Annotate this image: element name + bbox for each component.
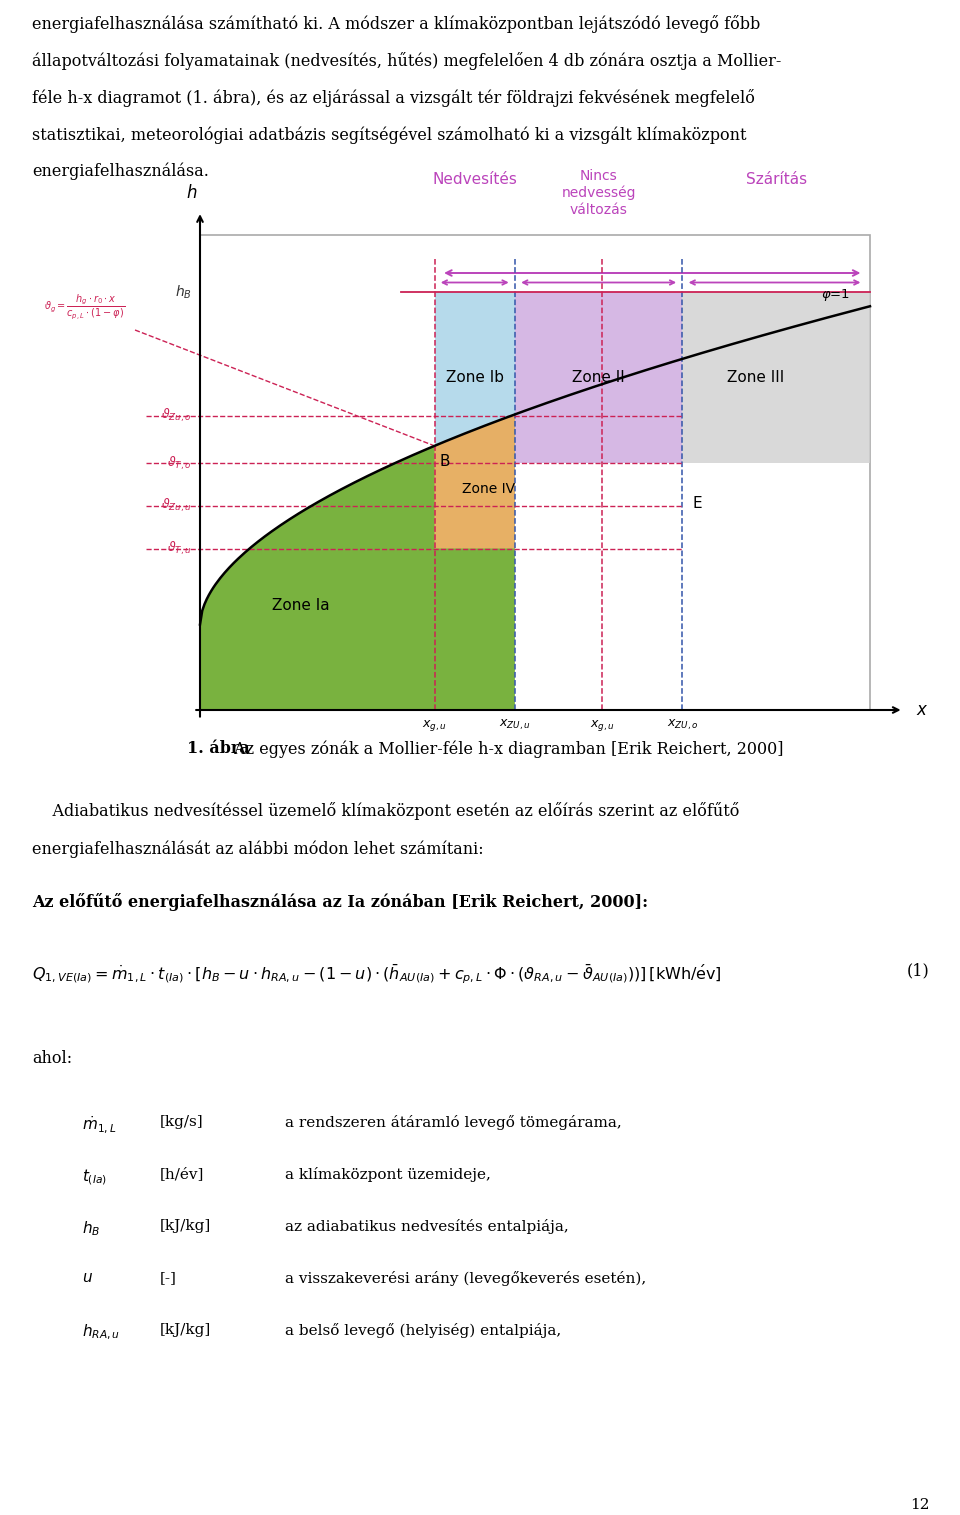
Text: 12: 12 [910,1498,930,1512]
Bar [515,292,683,464]
Text: a rendszeren átáramló levegő tömegárama,: a rendszeren átáramló levegő tömegárama, [285,1115,622,1130]
Text: h: h [186,183,197,201]
Bar [683,292,870,464]
Text: B: B [440,454,450,468]
Text: $x_{ZU,o}$: $x_{ZU,o}$ [666,718,698,732]
Text: $x_{ZU,u}$: $x_{ZU,u}$ [499,718,531,732]
Text: [kg/s]: [kg/s] [160,1115,204,1129]
Text: Adiabatikus nedvesítéssel üzemelő klímaközpont esetén az előírás szerint az előf: Adiabatikus nedvesítéssel üzemelő klímak… [32,801,739,820]
Text: [kJ/kg]: [kJ/kg] [160,1220,211,1233]
Text: Zone Ia: Zone Ia [272,598,329,614]
Text: energiafelhasználását az alábbi módon lehet számítani:: energiafelhasználását az alábbi módon le… [32,839,484,857]
Text: ahol:: ahol: [32,1050,72,1067]
Text: [h/év]: [h/év] [160,1167,204,1182]
Text: Zone Ib: Zone Ib [445,370,504,385]
Text: $x_{g,u}$: $x_{g,u}$ [589,718,614,733]
Text: $Q_{1,VE(Ia)} = \dot{m}_{1,L} \cdot t_{(Ia)} \cdot [h_B - u \cdot h_{RA,u} - (1-: $Q_{1,VE(Ia)} = \dot{m}_{1,L} \cdot t_{(… [32,962,722,986]
Text: Az előfűtő energiafelhasználása az Ia zónában [Erik Reichert, 2000]:: Az előfűtő energiafelhasználása az Ia zó… [32,892,648,911]
Text: $x_{g,u}$: $x_{g,u}$ [422,718,447,733]
Text: 1. ábra: 1. ábra [187,739,250,758]
Text: energiafelhasználása.: energiafelhasználása. [32,164,209,180]
Text: (1): (1) [907,962,930,979]
Text: Nincs
nedvesség
változás: Nincs nedvesség változás [562,170,636,217]
Text: $h_{RA,u}$: $h_{RA,u}$ [82,1323,120,1342]
Text: a klímaközpont üzemideje,: a klímaközpont üzemideje, [285,1167,491,1182]
Text: $h_B$: $h_B$ [82,1220,100,1238]
Text: féle h-x diagramot (1. ábra), és az eljárással a vizsgált tér földrajzi fekvésén: féle h-x diagramot (1. ábra), és az eljá… [32,89,755,108]
Polygon shape [200,415,515,711]
Text: Zone IV: Zone IV [462,482,515,495]
Text: az adiabatikus nedvesítés entalpiája,: az adiabatikus nedvesítés entalpiája, [285,1220,568,1235]
Bar [200,235,870,711]
Text: $\varphi$=1: $\varphi$=1 [821,288,850,303]
Text: $u$: $u$ [82,1271,93,1285]
Text: $\vartheta_{Zu,u}$: $\vartheta_{Zu,u}$ [161,497,192,515]
Bar [435,292,515,464]
Text: a belső levegő (helyiség) entalpiája,: a belső levegő (helyiség) entalpiája, [285,1323,562,1338]
Text: a visszakeverési arány (levegőkeverés esetén),: a visszakeverési arány (levegőkeverés es… [285,1271,646,1286]
Text: Zone III: Zone III [728,370,784,385]
Polygon shape [435,415,515,548]
Text: $\vartheta_{Zu,o}$: $\vartheta_{Zu,o}$ [161,408,192,424]
Text: $\vartheta_{T,o}$: $\vartheta_{T,o}$ [167,454,192,471]
Text: Zone II: Zone II [572,370,625,385]
Text: Nedvesítés: Nedvesítés [432,173,517,188]
Text: statisztikai, meteorológiai adatbázis segítségével számolható ki a vizsgált klím: statisztikai, meteorológiai adatbázis se… [32,126,747,144]
Text: E: E [692,497,702,511]
Text: energiafelhasználása számítható ki. A módszer a klímaközpontban lejátszódó leveg: energiafelhasználása számítható ki. A mó… [32,15,760,33]
Text: [kJ/kg]: [kJ/kg] [160,1323,211,1338]
Text: Szárítás: Szárítás [746,173,806,188]
Text: $\dot{m}_{1,L}$: $\dot{m}_{1,L}$ [82,1115,116,1136]
Text: $t_{(Ia)}$: $t_{(Ia)}$ [82,1167,108,1186]
Text: Az egyes zónák a Mollier-féle h-x diagramban [Erik Reichert, 2000]: Az egyes zónák a Mollier-féle h-x diagra… [229,739,783,758]
Text: [-]: [-] [160,1271,177,1285]
Text: x: x [917,701,926,720]
Text: $h_B$: $h_B$ [175,283,192,300]
Text: $\vartheta_g = \dfrac{h_g \cdot r_0 \cdot x}{c_{p,L} \cdot (1-\varphi)}$: $\vartheta_g = \dfrac{h_g \cdot r_0 \cdo… [44,292,125,321]
Text: $\vartheta_{T,u}$: $\vartheta_{T,u}$ [167,539,192,558]
Text: állapotváltozási folyamatainak (nedvesítés, hűtés) megfelelően 4 db zónára osztj: állapotváltozási folyamatainak (nedvesít… [32,52,781,70]
